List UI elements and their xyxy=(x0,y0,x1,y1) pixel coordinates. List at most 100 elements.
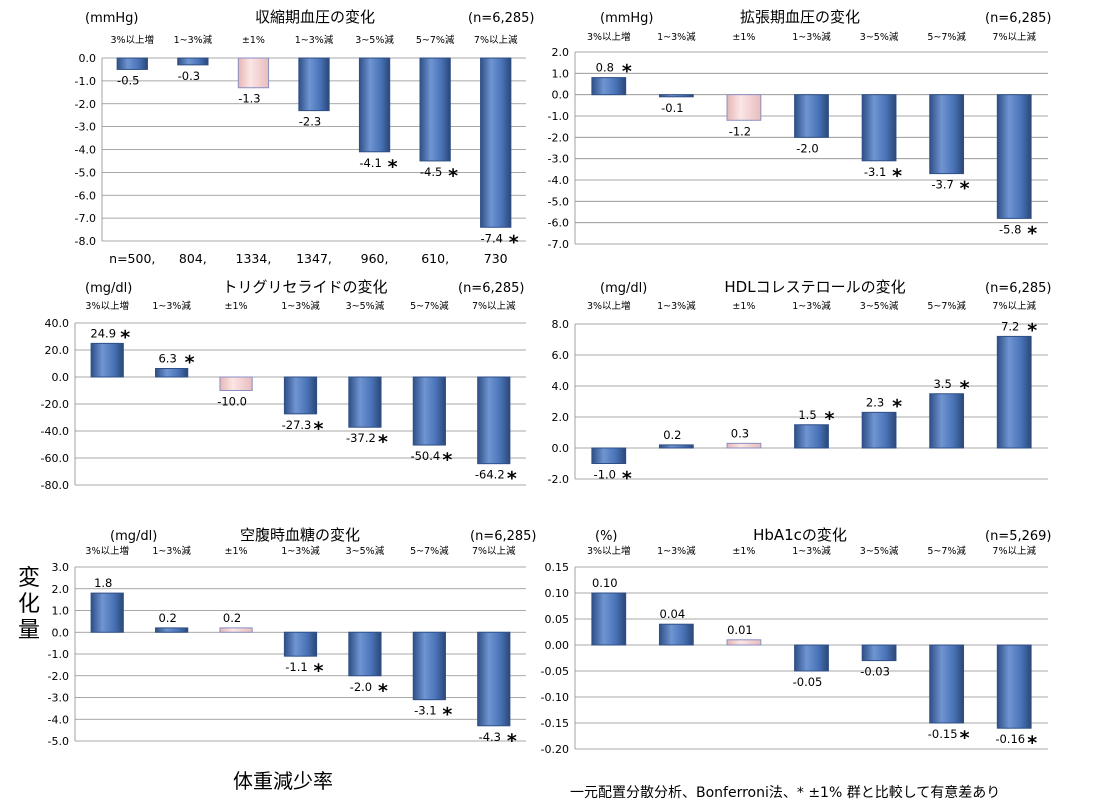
significance-star: * xyxy=(622,468,632,490)
group-n-label: 960, xyxy=(361,251,389,266)
data-label: -2.0 xyxy=(796,141,818,155)
significance-star: * xyxy=(960,377,970,399)
data-label: 0.01 xyxy=(727,623,753,637)
bar xyxy=(861,644,897,662)
significance-star: * xyxy=(825,408,835,430)
bar xyxy=(794,424,829,449)
y-tick-label: -4.0 xyxy=(75,144,96,157)
chart-title: 収縮期血圧の変化 xyxy=(255,8,375,26)
category-label: 7%以上減 xyxy=(992,31,1036,43)
category-label: 7%以上減 xyxy=(992,545,1036,557)
y-tick-label: -80.0 xyxy=(41,479,69,492)
significance-star: * xyxy=(892,165,902,187)
category-label: 5~7%減 xyxy=(416,34,455,46)
y-tick-label: 0.0 xyxy=(552,442,570,455)
bar xyxy=(348,376,382,428)
bar xyxy=(591,592,627,646)
category-label: 3%以上増 xyxy=(587,31,631,43)
category-label: 7%以上減 xyxy=(992,300,1036,312)
y-tick-label: 4.0 xyxy=(552,380,570,393)
data-label: -64.2 xyxy=(475,468,505,482)
data-label: -0.16 xyxy=(995,732,1025,746)
bar xyxy=(996,644,1032,729)
data-label: -27.3 xyxy=(282,418,312,432)
significance-star: * xyxy=(120,326,130,348)
data-label: -4.1 xyxy=(359,156,381,170)
category-label: 3%以上増 xyxy=(110,34,154,46)
chart-n-label: (n=6,285) xyxy=(470,529,537,544)
data-label: -1.1 xyxy=(285,660,307,674)
data-label: -1.3 xyxy=(238,92,260,106)
data-label: -0.5 xyxy=(117,73,139,87)
data-label: 1.5 xyxy=(798,408,816,422)
significance-star: * xyxy=(314,418,324,440)
bar xyxy=(283,631,318,657)
bar xyxy=(419,57,451,162)
significance-star: * xyxy=(1027,732,1037,754)
category-label: ±1% xyxy=(242,35,265,46)
chart-6: HbA1cの変化 (%) (n=5,269) 0.15 0.10 0.05 0.00 -0.0… xyxy=(541,526,1052,756)
y-tick-label: 1.0 xyxy=(552,67,570,80)
bar xyxy=(358,57,391,153)
significance-star: * xyxy=(442,704,452,726)
data-label: -1.2 xyxy=(729,124,751,138)
y-tick-label: -5.0 xyxy=(48,735,69,748)
y-tick-label: 40.0 xyxy=(45,317,70,330)
bar xyxy=(929,393,965,449)
footnote: 一元配置分散分析、Bonferroni法、* ±1% 群と比較して有意差あり xyxy=(570,785,1001,801)
category-label: 1~3%減 xyxy=(792,31,831,43)
category-label: 1~3%減 xyxy=(295,34,334,46)
data-label: -5.8 xyxy=(999,222,1021,236)
group-n-label: 804, xyxy=(179,251,207,266)
chart-n-label: (n=6,285) xyxy=(458,281,525,296)
bar xyxy=(90,592,124,633)
bar xyxy=(348,631,382,677)
group-n-label: 610, xyxy=(421,251,449,266)
x-axis-title: 体重減少率 xyxy=(233,769,333,793)
data-label: -0.3 xyxy=(178,69,200,83)
bar xyxy=(726,94,762,121)
category-label: 5~7%減 xyxy=(927,300,966,312)
y-axis-side-label-char: 化 xyxy=(17,592,40,617)
bar xyxy=(658,94,694,98)
data-label: -1.0 xyxy=(594,468,616,482)
chart-title: HbA1cの変化 xyxy=(753,526,847,544)
y-tick-label: 0.05 xyxy=(545,613,570,626)
category-label: 1~3%減 xyxy=(657,31,696,43)
bar xyxy=(219,376,253,391)
y-tick-label: 2.0 xyxy=(552,411,570,424)
group-n-label: 1347, xyxy=(296,251,332,266)
significance-star: * xyxy=(507,468,517,490)
significance-star: * xyxy=(892,395,902,417)
y-tick-label: -20.0 xyxy=(41,398,69,411)
data-label: -37.2 xyxy=(346,431,376,445)
significance-star: * xyxy=(507,730,517,752)
bar xyxy=(155,367,189,378)
y-tick-label: -3.0 xyxy=(548,153,569,166)
data-label: -50.4 xyxy=(410,449,440,463)
y-tick-label: 3.0 xyxy=(52,561,70,574)
data-label: -0.05 xyxy=(793,675,823,689)
y-tick-label: 0.0 xyxy=(79,52,97,65)
y-tick-label: -0.10 xyxy=(541,691,569,704)
y-tick-label: -8.0 xyxy=(75,235,96,248)
y-tick-label: -0.20 xyxy=(541,743,569,756)
category-label: 3~5%減 xyxy=(860,545,899,557)
category-label: ±1% xyxy=(225,301,248,312)
y-tick-label: -4.0 xyxy=(48,713,69,726)
bar xyxy=(412,376,446,446)
y-tick-label: 6.0 xyxy=(552,349,570,362)
chart-n-label: (n=6,285) xyxy=(985,11,1052,26)
bar xyxy=(219,627,253,633)
chart-title: 拡張期血圧の変化 xyxy=(740,8,860,26)
bar xyxy=(658,444,694,449)
category-label: 3~5%減 xyxy=(860,31,899,43)
category-label: 3~5%減 xyxy=(346,545,385,557)
bar xyxy=(726,442,762,449)
bar xyxy=(480,57,512,228)
significance-star: * xyxy=(388,156,398,178)
y-tick-label: 0.0 xyxy=(52,626,70,639)
y-tick-label: -3.0 xyxy=(75,121,96,134)
bar xyxy=(861,94,897,162)
bar xyxy=(726,639,762,646)
